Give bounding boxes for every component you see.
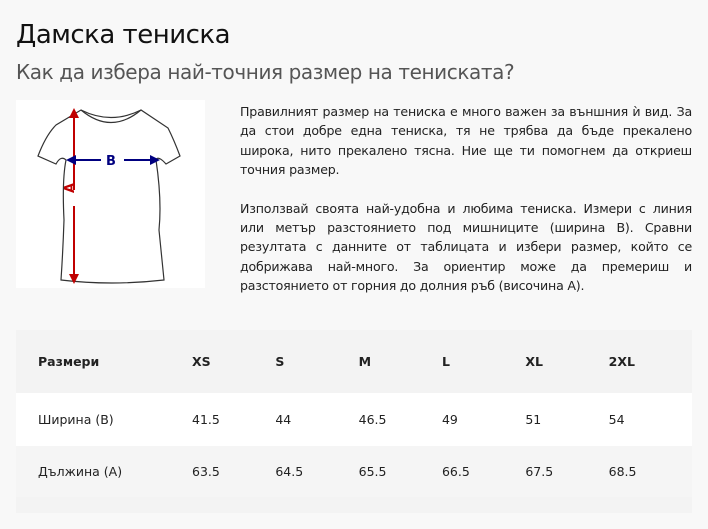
description-paragraph: Правилният размер на тениска е много важ… xyxy=(240,104,692,178)
table-cell: 67.5 xyxy=(525,464,554,479)
size-table: Размери XS S M L XL 2XL Ширина (B) 41.5 … xyxy=(16,330,692,513)
header-cell: S xyxy=(275,354,285,369)
header-cell: L xyxy=(441,354,450,369)
length-label: A xyxy=(63,183,78,193)
table-row: Ширина (B) 41.5 44 46.5 49 51 54 xyxy=(16,393,692,446)
table-cell: 49 xyxy=(441,412,458,427)
page-title: Дамска тениска xyxy=(16,20,231,50)
table-cell: 66.5 xyxy=(441,464,470,479)
table-cell: 46.5 xyxy=(358,412,387,427)
table-cell: 65.5 xyxy=(358,464,387,479)
table-cell: 51 xyxy=(525,412,542,427)
header-cell: XS xyxy=(192,354,211,369)
table-footer-spacer xyxy=(16,497,692,513)
table-row: Дължина (A) 63.5 64.5 65.5 66.5 67.5 68.… xyxy=(16,446,692,497)
header-cell: 2XL xyxy=(608,354,635,369)
row-label: Ширина (B) xyxy=(38,412,114,427)
width-label: B xyxy=(106,154,116,169)
table-cell: 64.5 xyxy=(275,464,304,479)
header-cell: Размери xyxy=(38,354,100,369)
table-cell: 41.5 xyxy=(192,412,220,427)
table-cell: 63.5 xyxy=(192,464,220,479)
tshirt-diagram: A B xyxy=(16,100,205,288)
table-cell: 44 xyxy=(275,412,292,427)
page-subtitle: Как да избера най-точния размер на тенис… xyxy=(16,60,515,84)
table-cell: 54 xyxy=(608,412,625,427)
row-label: Дължина (A) xyxy=(38,464,123,479)
description-paragraph: Използвай своята най-удобна и любима тен… xyxy=(240,200,692,294)
table-header-row: Размери XS S M L XL 2XL xyxy=(16,330,692,393)
size-guide-description: Правилният размер на тениска е много важ… xyxy=(240,102,692,315)
header-cell: XL xyxy=(525,354,543,369)
table-cell: 68.5 xyxy=(608,464,637,479)
header-cell: M xyxy=(358,354,372,369)
